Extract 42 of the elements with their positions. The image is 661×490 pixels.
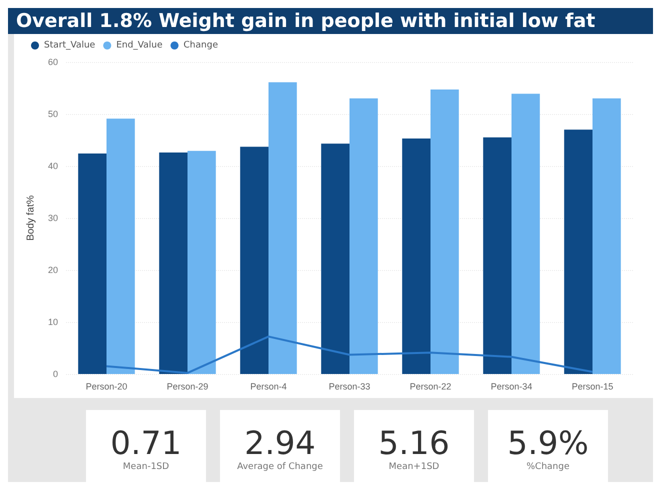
bar <box>350 98 378 374</box>
bar <box>483 137 512 374</box>
x-tick-label: Person-33 <box>328 382 370 392</box>
text: 2.94 <box>243 424 317 462</box>
bar <box>188 150 216 374</box>
x-tick-label: Person-20 <box>86 382 128 392</box>
bar <box>512 94 540 374</box>
bar <box>592 98 621 374</box>
text: 5.9% <box>506 424 590 462</box>
y-tick-label: 0 <box>52 369 58 379</box>
text: %Change <box>525 462 570 472</box>
text: Mean+1SD <box>388 462 440 472</box>
y-tick-label: 10 <box>48 317 58 327</box>
legend-label: End_Value <box>116 40 163 50</box>
bar <box>106 118 135 374</box>
text: 5.16 <box>377 424 451 462</box>
x-tick-label: Person-15 <box>572 382 614 392</box>
x-tick-label: Person-29 <box>166 382 208 392</box>
chart-title: Overall 1.8% Weight gain in people with initial low fat <box>8 8 653 34</box>
legend-label: Start_Value <box>44 40 96 50</box>
bar <box>564 130 592 374</box>
bar <box>159 152 188 374</box>
legend-label: Change <box>184 40 218 50</box>
y-tick-label: 40 <box>48 161 58 171</box>
bar <box>402 138 430 374</box>
line-series <box>106 336 594 374</box>
y-tick-label: 30 <box>48 213 58 223</box>
y-tick-label: 50 <box>48 109 58 119</box>
y-tick-label: 60 <box>48 57 58 67</box>
text: 0.71 <box>109 424 183 462</box>
bar <box>321 144 350 374</box>
y-axis-title: Body fat% <box>26 195 36 241</box>
bar <box>78 154 106 374</box>
bar <box>240 146 268 374</box>
bar <box>430 90 459 374</box>
text: Average of Change <box>236 462 324 472</box>
x-tick-label: Person-4 <box>250 382 287 392</box>
x-tick-label: Person-34 <box>490 382 532 392</box>
y-tick-label: 20 <box>48 265 58 275</box>
text: Mean-1SD <box>122 462 170 472</box>
x-tick-label: Person-22 <box>410 382 452 392</box>
bar <box>268 82 297 374</box>
